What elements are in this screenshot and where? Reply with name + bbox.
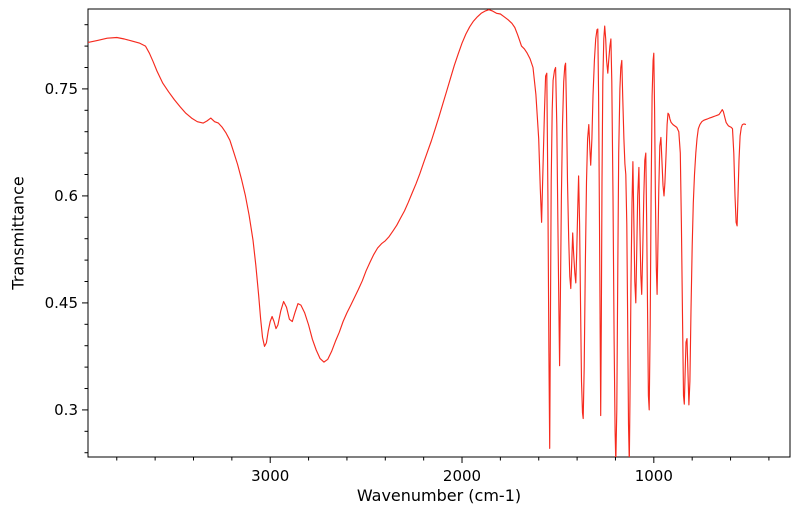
y-tick-label: 0.75 <box>45 80 78 98</box>
plot-frame <box>87 8 791 458</box>
y-tick-label: 0.45 <box>45 294 78 312</box>
x-tick-label: 3000 <box>251 467 289 485</box>
y-tick-label: 0.3 <box>54 401 78 419</box>
y-axis-title: Transmittance <box>8 176 28 290</box>
spectrum-line <box>88 9 747 457</box>
x-tick-label: 2000 <box>443 467 481 485</box>
x-axis-title: Wavenumber (cm-1) <box>356 486 522 505</box>
x-tick-label: 1000 <box>635 467 673 485</box>
y-tick-label: 0.6 <box>54 187 78 205</box>
